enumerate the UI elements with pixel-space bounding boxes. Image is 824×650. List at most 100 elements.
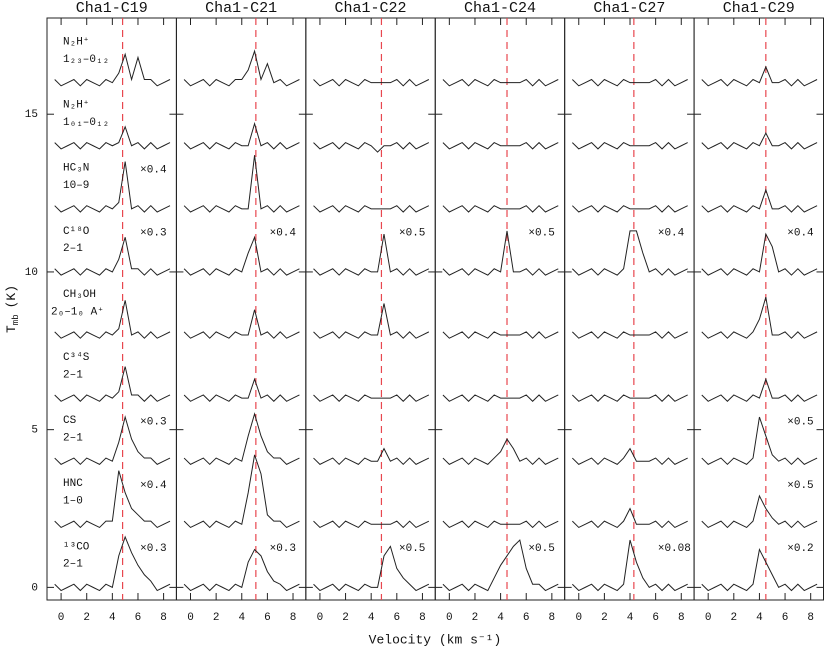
x-tick-label: 0: [317, 612, 324, 624]
x-tick-label: 2: [83, 612, 90, 624]
scale-label: ×0.2: [787, 543, 813, 555]
y-label-main: T: [4, 325, 19, 333]
spectrum: [183, 235, 300, 276]
species-transition: 2–1: [63, 243, 83, 255]
spectrum: [571, 230, 688, 276]
x-tick-label: 2: [472, 612, 479, 624]
x-tick-label: 6: [523, 612, 530, 624]
spectrum: [442, 394, 559, 402]
species-transition: 1₂₃–0₁₂: [63, 54, 109, 66]
x-tick-label: 2: [601, 612, 608, 624]
spectrum: [701, 297, 818, 339]
spectrum: [442, 331, 559, 339]
x-tick-label: 8: [807, 612, 814, 624]
x-tick-label: 8: [160, 612, 167, 624]
x-tick-label: 8: [419, 612, 426, 624]
species-name: HC₃N: [63, 163, 89, 175]
spectrum: [571, 394, 688, 402]
y-tick-label: 5: [31, 425, 38, 437]
scale-label: ×0.3: [140, 227, 166, 239]
species-name: C¹⁸O: [63, 226, 90, 238]
species-name: N₂H⁺: [63, 37, 89, 49]
spectrum: [701, 416, 818, 466]
x-tick-label: 8: [549, 612, 556, 624]
spectrum: [313, 545, 430, 592]
spectrum: [54, 415, 171, 466]
species-transition: 2–1: [63, 369, 83, 381]
panel-frame: [564, 17, 695, 601]
panel-title: Cha1-C24: [464, 0, 536, 17]
scale-label: ×0.3: [270, 543, 296, 555]
scale-label: ×0.5: [787, 417, 813, 429]
scale-label: ×0.5: [528, 543, 554, 555]
spectrum: [442, 141, 559, 150]
spectrum: [183, 121, 300, 150]
spectrum: [183, 548, 300, 592]
spectrum: [313, 447, 430, 466]
spectrum: [571, 78, 688, 87]
x-tick-label: 6: [652, 612, 659, 624]
scale-label: ×0.5: [787, 480, 813, 492]
spectrum: [183, 49, 300, 87]
species-transition: 2₀–1₀ A⁺: [51, 306, 104, 318]
spectrum: [54, 470, 171, 529]
x-tick-label: 0: [575, 612, 582, 624]
x-tick-label: 0: [446, 612, 453, 624]
x-tick-label: 4: [368, 612, 375, 624]
x-tick-label: 4: [756, 612, 763, 624]
species-name: CH₃OH: [63, 289, 96, 301]
scale-label: ×0.4: [140, 480, 167, 492]
panel-title: Cha1-C22: [335, 0, 407, 17]
x-tick-label: 8: [678, 612, 685, 624]
panel-title: Cha1-C21: [205, 0, 277, 17]
scale-label: ×0.3: [140, 417, 166, 429]
y-label-sub: mb: [11, 314, 21, 325]
spectrum: [701, 377, 818, 402]
y-tick-label: 0: [31, 582, 38, 594]
spectrum: [701, 494, 818, 529]
species-transition: 1–0: [63, 496, 83, 508]
spectrum: [571, 507, 688, 529]
spectrum: [313, 204, 430, 213]
spectrum: [571, 539, 688, 592]
spectrum: [701, 65, 818, 87]
scale-label: ×0.5: [399, 543, 425, 555]
y-tick-label: 10: [25, 267, 38, 279]
spectrum: [183, 309, 300, 339]
spectrum: [313, 520, 430, 529]
spectrum: [313, 78, 430, 87]
spectrum: [701, 188, 818, 213]
spectrum: [442, 230, 559, 276]
panel-title: Cha1-C19: [76, 0, 148, 17]
x-tick-label: 4: [109, 612, 116, 624]
scale-label: ×0.4: [140, 164, 167, 176]
species-name: HNC: [63, 478, 83, 490]
x-tick-label: 2: [731, 612, 738, 624]
spectrum: [54, 366, 171, 402]
spectrum: [54, 300, 171, 339]
spectrum: [442, 539, 559, 592]
scale-label: ×0.5: [399, 227, 425, 239]
x-tick-label: 6: [135, 612, 142, 624]
species-name: CS: [63, 415, 77, 427]
scale-label: ×0.4: [270, 227, 297, 239]
scale-label: ×0.08: [658, 543, 691, 555]
x-tick-label: 8: [290, 612, 297, 624]
spectrum: [442, 520, 559, 529]
y-axis-label: Tmb (K): [4, 285, 21, 333]
spectrum: [701, 132, 818, 150]
spectrum: [442, 204, 559, 213]
spectrum: [54, 52, 171, 87]
spectrum: [183, 377, 300, 402]
panel-title: Cha1-C29: [723, 0, 795, 17]
x-tick-label: 6: [394, 612, 401, 624]
scale-label: ×0.3: [140, 543, 166, 555]
spectrum: [313, 303, 430, 339]
species-name: N₂H⁺: [63, 100, 89, 112]
spectrum: [442, 78, 559, 87]
panel-title: Cha1-C27: [593, 0, 665, 17]
spectrum: [54, 161, 171, 213]
x-tick-label: 0: [58, 612, 65, 624]
x-tick-label: 2: [213, 612, 220, 624]
